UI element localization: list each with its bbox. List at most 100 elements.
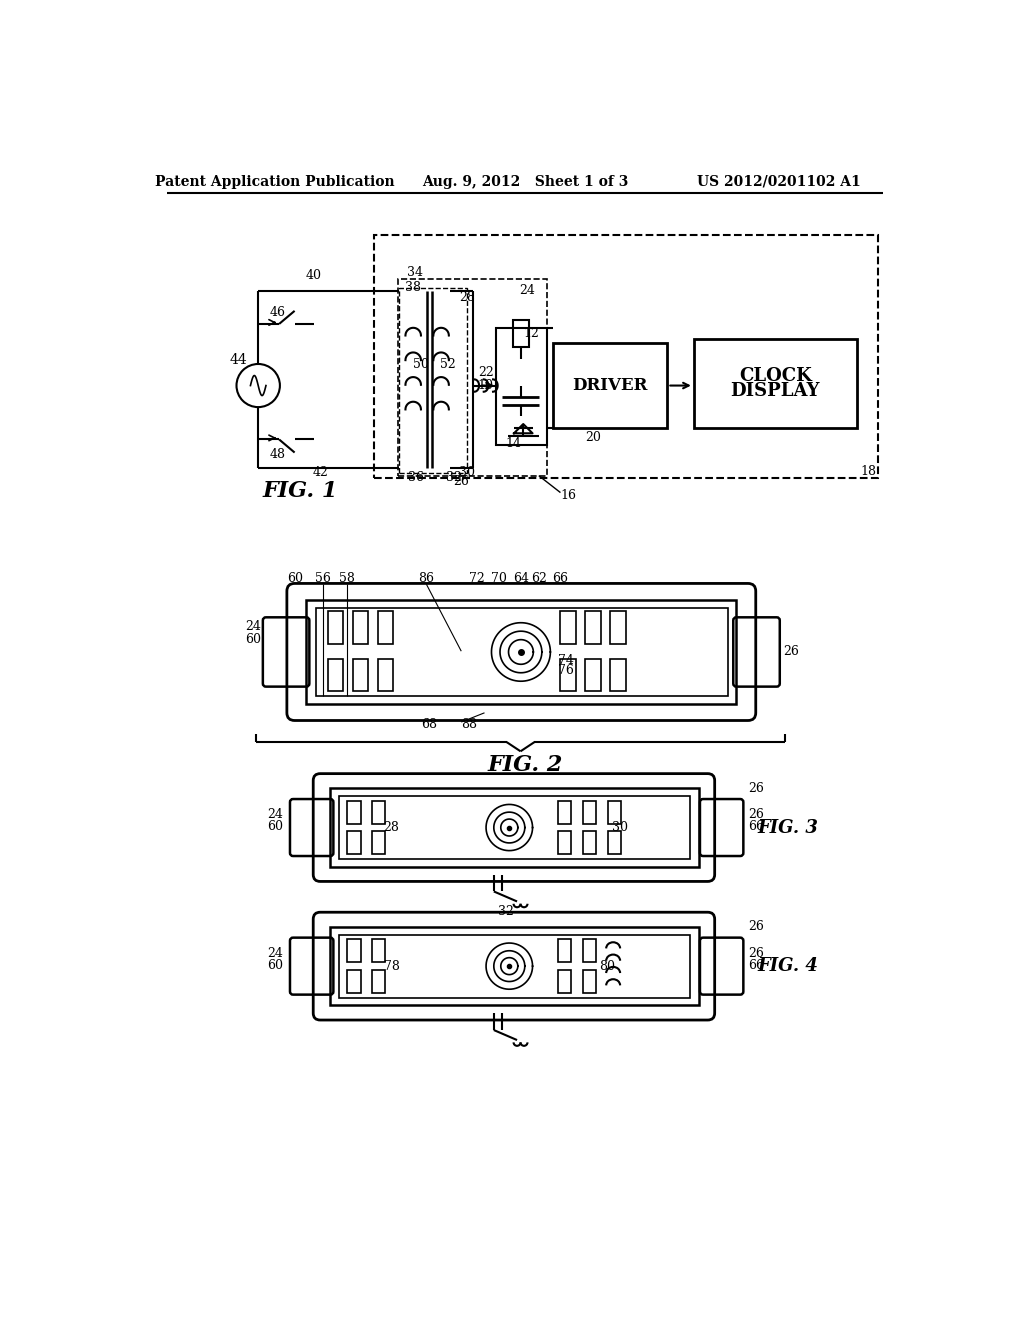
Text: 72: 72	[469, 572, 484, 585]
Bar	[339, 935, 690, 998]
Bar	[328, 659, 343, 692]
Bar	[610, 659, 626, 692]
Text: 22: 22	[478, 366, 494, 379]
Bar	[586, 611, 601, 644]
Text: 50: 50	[414, 358, 429, 371]
Text: 34: 34	[407, 265, 423, 279]
Text: 66: 66	[552, 572, 567, 585]
Text: 88: 88	[461, 718, 477, 731]
Text: 10: 10	[478, 379, 494, 392]
Text: 30: 30	[612, 821, 628, 834]
Bar	[372, 832, 385, 854]
Text: 16: 16	[560, 490, 577, 502]
Bar	[607, 832, 621, 854]
Bar	[328, 611, 343, 644]
Text: 26: 26	[783, 645, 800, 659]
Text: 74: 74	[558, 653, 574, 667]
Text: 30: 30	[459, 466, 475, 479]
Text: FIG. 4: FIG. 4	[758, 957, 818, 975]
Text: Patent Application Publication: Patent Application Publication	[156, 174, 395, 189]
Bar	[558, 800, 571, 824]
Text: 26: 26	[748, 920, 764, 933]
Text: 70: 70	[490, 572, 507, 585]
Bar	[347, 970, 360, 993]
Bar	[558, 832, 571, 854]
Text: 56: 56	[315, 572, 331, 585]
Bar	[558, 970, 571, 993]
Text: 60: 60	[288, 572, 303, 585]
Bar	[330, 788, 699, 867]
Text: 42: 42	[312, 466, 328, 479]
Bar	[330, 927, 699, 1006]
Bar	[693, 339, 856, 428]
Text: 46: 46	[269, 306, 286, 319]
Text: 12: 12	[523, 327, 539, 341]
Bar	[339, 796, 690, 859]
Text: 24: 24	[519, 284, 536, 297]
Bar	[496, 327, 547, 445]
Bar	[372, 940, 385, 962]
Text: 58: 58	[339, 572, 354, 585]
Bar	[558, 940, 571, 962]
Bar	[586, 659, 601, 692]
Bar	[583, 832, 596, 854]
Bar	[583, 940, 596, 962]
Bar	[372, 970, 385, 993]
Text: 26: 26	[748, 781, 764, 795]
Bar	[347, 832, 360, 854]
Text: 32: 32	[499, 906, 514, 917]
Text: 62: 62	[530, 572, 547, 585]
Text: 26: 26	[454, 475, 469, 488]
Text: DISPLAY: DISPLAY	[730, 381, 820, 400]
Bar	[399, 288, 467, 473]
Text: 76: 76	[558, 664, 574, 677]
Text: FIG. 1: FIG. 1	[262, 480, 338, 502]
Text: 60: 60	[246, 634, 261, 647]
Text: 86: 86	[419, 572, 434, 585]
Text: DRIVER: DRIVER	[572, 378, 648, 395]
Bar	[560, 659, 575, 692]
Bar	[513, 321, 528, 347]
Bar	[352, 659, 369, 692]
Text: CLOCK: CLOCK	[738, 367, 811, 384]
Bar	[315, 609, 728, 696]
Bar	[347, 940, 360, 962]
Bar	[375, 235, 879, 478]
Bar	[347, 800, 360, 824]
Text: US 2012/0201102 A1: US 2012/0201102 A1	[697, 174, 861, 189]
Text: 20: 20	[585, 430, 601, 444]
Text: 14: 14	[506, 437, 521, 450]
Text: Aug. 9, 2012   Sheet 1 of 3: Aug. 9, 2012 Sheet 1 of 3	[422, 174, 628, 189]
Text: 36: 36	[409, 471, 424, 484]
Text: 64: 64	[513, 572, 529, 585]
Bar	[610, 611, 626, 644]
Text: 24: 24	[246, 620, 261, 634]
Text: 48: 48	[269, 449, 286, 462]
Bar	[560, 611, 575, 644]
Text: 60: 60	[267, 958, 283, 972]
Text: 60: 60	[267, 820, 283, 833]
Text: 52: 52	[439, 358, 456, 371]
Bar	[607, 800, 621, 824]
Text: 40: 40	[306, 269, 322, 282]
Text: 28: 28	[384, 821, 399, 834]
Text: 66: 66	[748, 820, 764, 833]
Text: 24: 24	[267, 808, 283, 821]
Bar	[397, 280, 547, 475]
Bar	[352, 611, 369, 644]
Text: 68: 68	[421, 718, 436, 731]
Text: FIG. 2: FIG. 2	[487, 754, 562, 776]
Text: FIG. 3: FIG. 3	[758, 818, 818, 837]
Text: 18: 18	[860, 465, 877, 478]
Text: 28: 28	[459, 290, 474, 304]
Text: 78: 78	[384, 960, 399, 973]
Bar	[583, 800, 596, 824]
Text: 32: 32	[445, 471, 462, 484]
Bar	[583, 970, 596, 993]
Bar	[372, 800, 385, 824]
Text: 66: 66	[748, 958, 764, 972]
Text: 26: 26	[748, 946, 764, 960]
Text: 26: 26	[748, 808, 764, 821]
Bar	[306, 601, 736, 704]
Bar	[378, 611, 393, 644]
